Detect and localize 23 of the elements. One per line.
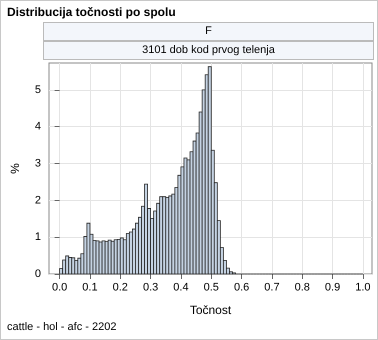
text: 3101 dob kod prvog telenja	[43, 41, 374, 60]
y-tick-label: 4	[34, 120, 41, 133]
y-axis-title: %	[8, 162, 22, 174]
x-tick-label: 0.1	[82, 282, 98, 294]
x-tick-label: 0.9	[324, 282, 340, 294]
x-tick-label: 0.2	[112, 282, 128, 294]
x-tick-label: 0.5	[204, 282, 219, 294]
x-tick-label: 0.6	[234, 282, 250, 294]
y-tick-label: 3	[34, 158, 41, 170]
x-tick-label: 1.0	[355, 282, 371, 294]
chart-subtitle: F	[43, 22, 374, 41]
x-axis-title: Točnost	[190, 303, 232, 317]
x-tick-label: 0.0	[52, 282, 68, 294]
y-tick-label: 5	[34, 84, 41, 96]
x-tick-label: 0.7	[264, 282, 280, 294]
y-tick-label: 1	[34, 231, 41, 244]
x-tick-label: 0.8	[294, 282, 310, 294]
text: cattle - hol - afc - 2202	[7, 321, 116, 333]
x-tick-label: 0.3	[142, 282, 158, 294]
y-tick-label: 2	[34, 194, 41, 206]
y-tick-label: 0	[34, 268, 41, 280]
x-tick-label: 0.4	[173, 282, 189, 294]
chart-title: Distribucija točnosti po spolu	[7, 5, 176, 19]
